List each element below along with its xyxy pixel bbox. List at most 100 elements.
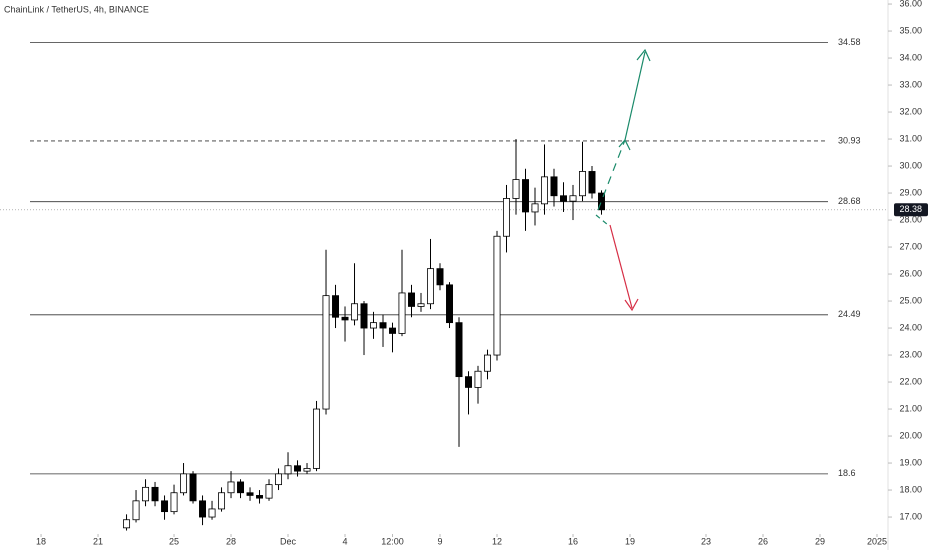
candle-body [360,303,368,329]
x-tick-label: 18 [36,536,46,546]
candle-body [474,370,482,388]
level-label: 18.6 [838,468,856,478]
x-tick-label: 21 [93,536,103,546]
candle-body [417,303,425,307]
x-tick-label: 16 [568,536,578,546]
x-tick-label: 12 [492,536,502,546]
candle-body [588,171,596,194]
candle-body [389,327,397,334]
candle-body [531,203,539,213]
y-tick-label: 36.00 [899,0,922,8]
candle-body [227,481,235,494]
y-tick-label: 31.00 [899,133,922,143]
bear-start [595,214,609,226]
candle-body [237,481,245,494]
candle-body [503,198,510,237]
level-label: 28.68 [838,196,861,206]
candle-body [161,500,169,513]
x-tick-label: 28 [226,536,236,546]
candle-body [455,322,463,378]
x-tick-label: Dec [280,536,297,546]
last-price-box [894,203,928,217]
level-label: 30.93 [838,135,861,145]
candle-body [189,473,197,502]
candle-body [284,465,292,475]
candle-body [170,492,178,513]
candle-body [550,176,558,197]
candle-body [246,492,254,496]
y-tick-label: 32.00 [899,106,922,116]
y-tick-label: 26.00 [899,268,922,278]
y-tick-label: 35.00 [899,25,922,35]
bull-arrowhead [636,48,651,62]
y-tick-label: 19.00 [899,457,922,467]
candle-body [436,268,444,286]
y-tick-label: 24.00 [899,322,922,332]
x-tick-label: 23 [701,536,711,546]
candle-body [408,292,415,307]
candle-body [598,192,605,211]
y-tick-label: 34.00 [899,52,922,62]
y-tick-label: 21.00 [899,403,922,413]
bear-arrow [609,224,633,309]
level-label: 34.58 [838,37,861,47]
y-tick-label: 23.00 [899,349,922,359]
candle-body [341,316,349,321]
candle-body [208,508,216,518]
candle-body [132,500,140,521]
candle-body [484,354,491,372]
candle-body [493,235,501,356]
candle-body [427,268,434,305]
candle-body [370,322,378,329]
level-label: 24.49 [838,309,861,319]
candle-body [322,295,330,410]
candle-body [123,519,131,529]
candle-body [541,176,548,205]
x-tick-label: 12:00 [381,536,404,546]
x-tick-label: 2025 [867,536,887,546]
candle-body [512,179,520,199]
candle-body [303,468,311,472]
y-tick-label: 27.00 [899,241,922,251]
candle-body [256,495,264,499]
x-tick-label: 19 [625,536,635,546]
candle-body [313,408,321,469]
bear-arrowhead [624,298,639,312]
candle-body [465,376,472,388]
y-tick-label: 33.00 [899,79,922,89]
x-tick-label: 4 [343,536,348,546]
candle-body [351,303,359,321]
y-tick-label: 18.00 [899,484,922,494]
x-tick-label: 29 [815,536,825,546]
projection-arrows [595,48,651,312]
candle-body [446,284,453,324]
x-tick-label: 25 [169,536,179,546]
candle-body [522,179,529,213]
candle-body [180,473,188,494]
x-tick-label: 9 [438,536,443,546]
last-price-label: 28.38 [899,204,922,214]
y-tick-label: 25.00 [899,295,922,305]
candle-body [379,322,387,329]
candle-body [265,484,273,499]
bull-path [597,139,626,211]
y-tick-label: 20.00 [899,430,922,440]
candle-body [332,295,340,318]
candle-body [560,195,567,202]
candle-body [151,486,159,502]
x-tick-label: 26 [758,536,768,546]
candle-body [199,500,207,518]
y-tick-label: 17.00 [899,511,922,521]
candle-body [398,292,406,334]
y-tick-label: 28.00 [899,214,922,224]
bull-arrow [624,51,646,141]
candle-body [569,195,577,202]
y-tick-label: 30.00 [899,160,922,170]
candle-body [294,465,302,472]
candle-body [218,492,226,510]
candle-body [142,486,150,502]
candle-body [579,171,586,197]
chart-title: ChainLink / TetherUS, 4h, BINANCE [4,4,149,14]
